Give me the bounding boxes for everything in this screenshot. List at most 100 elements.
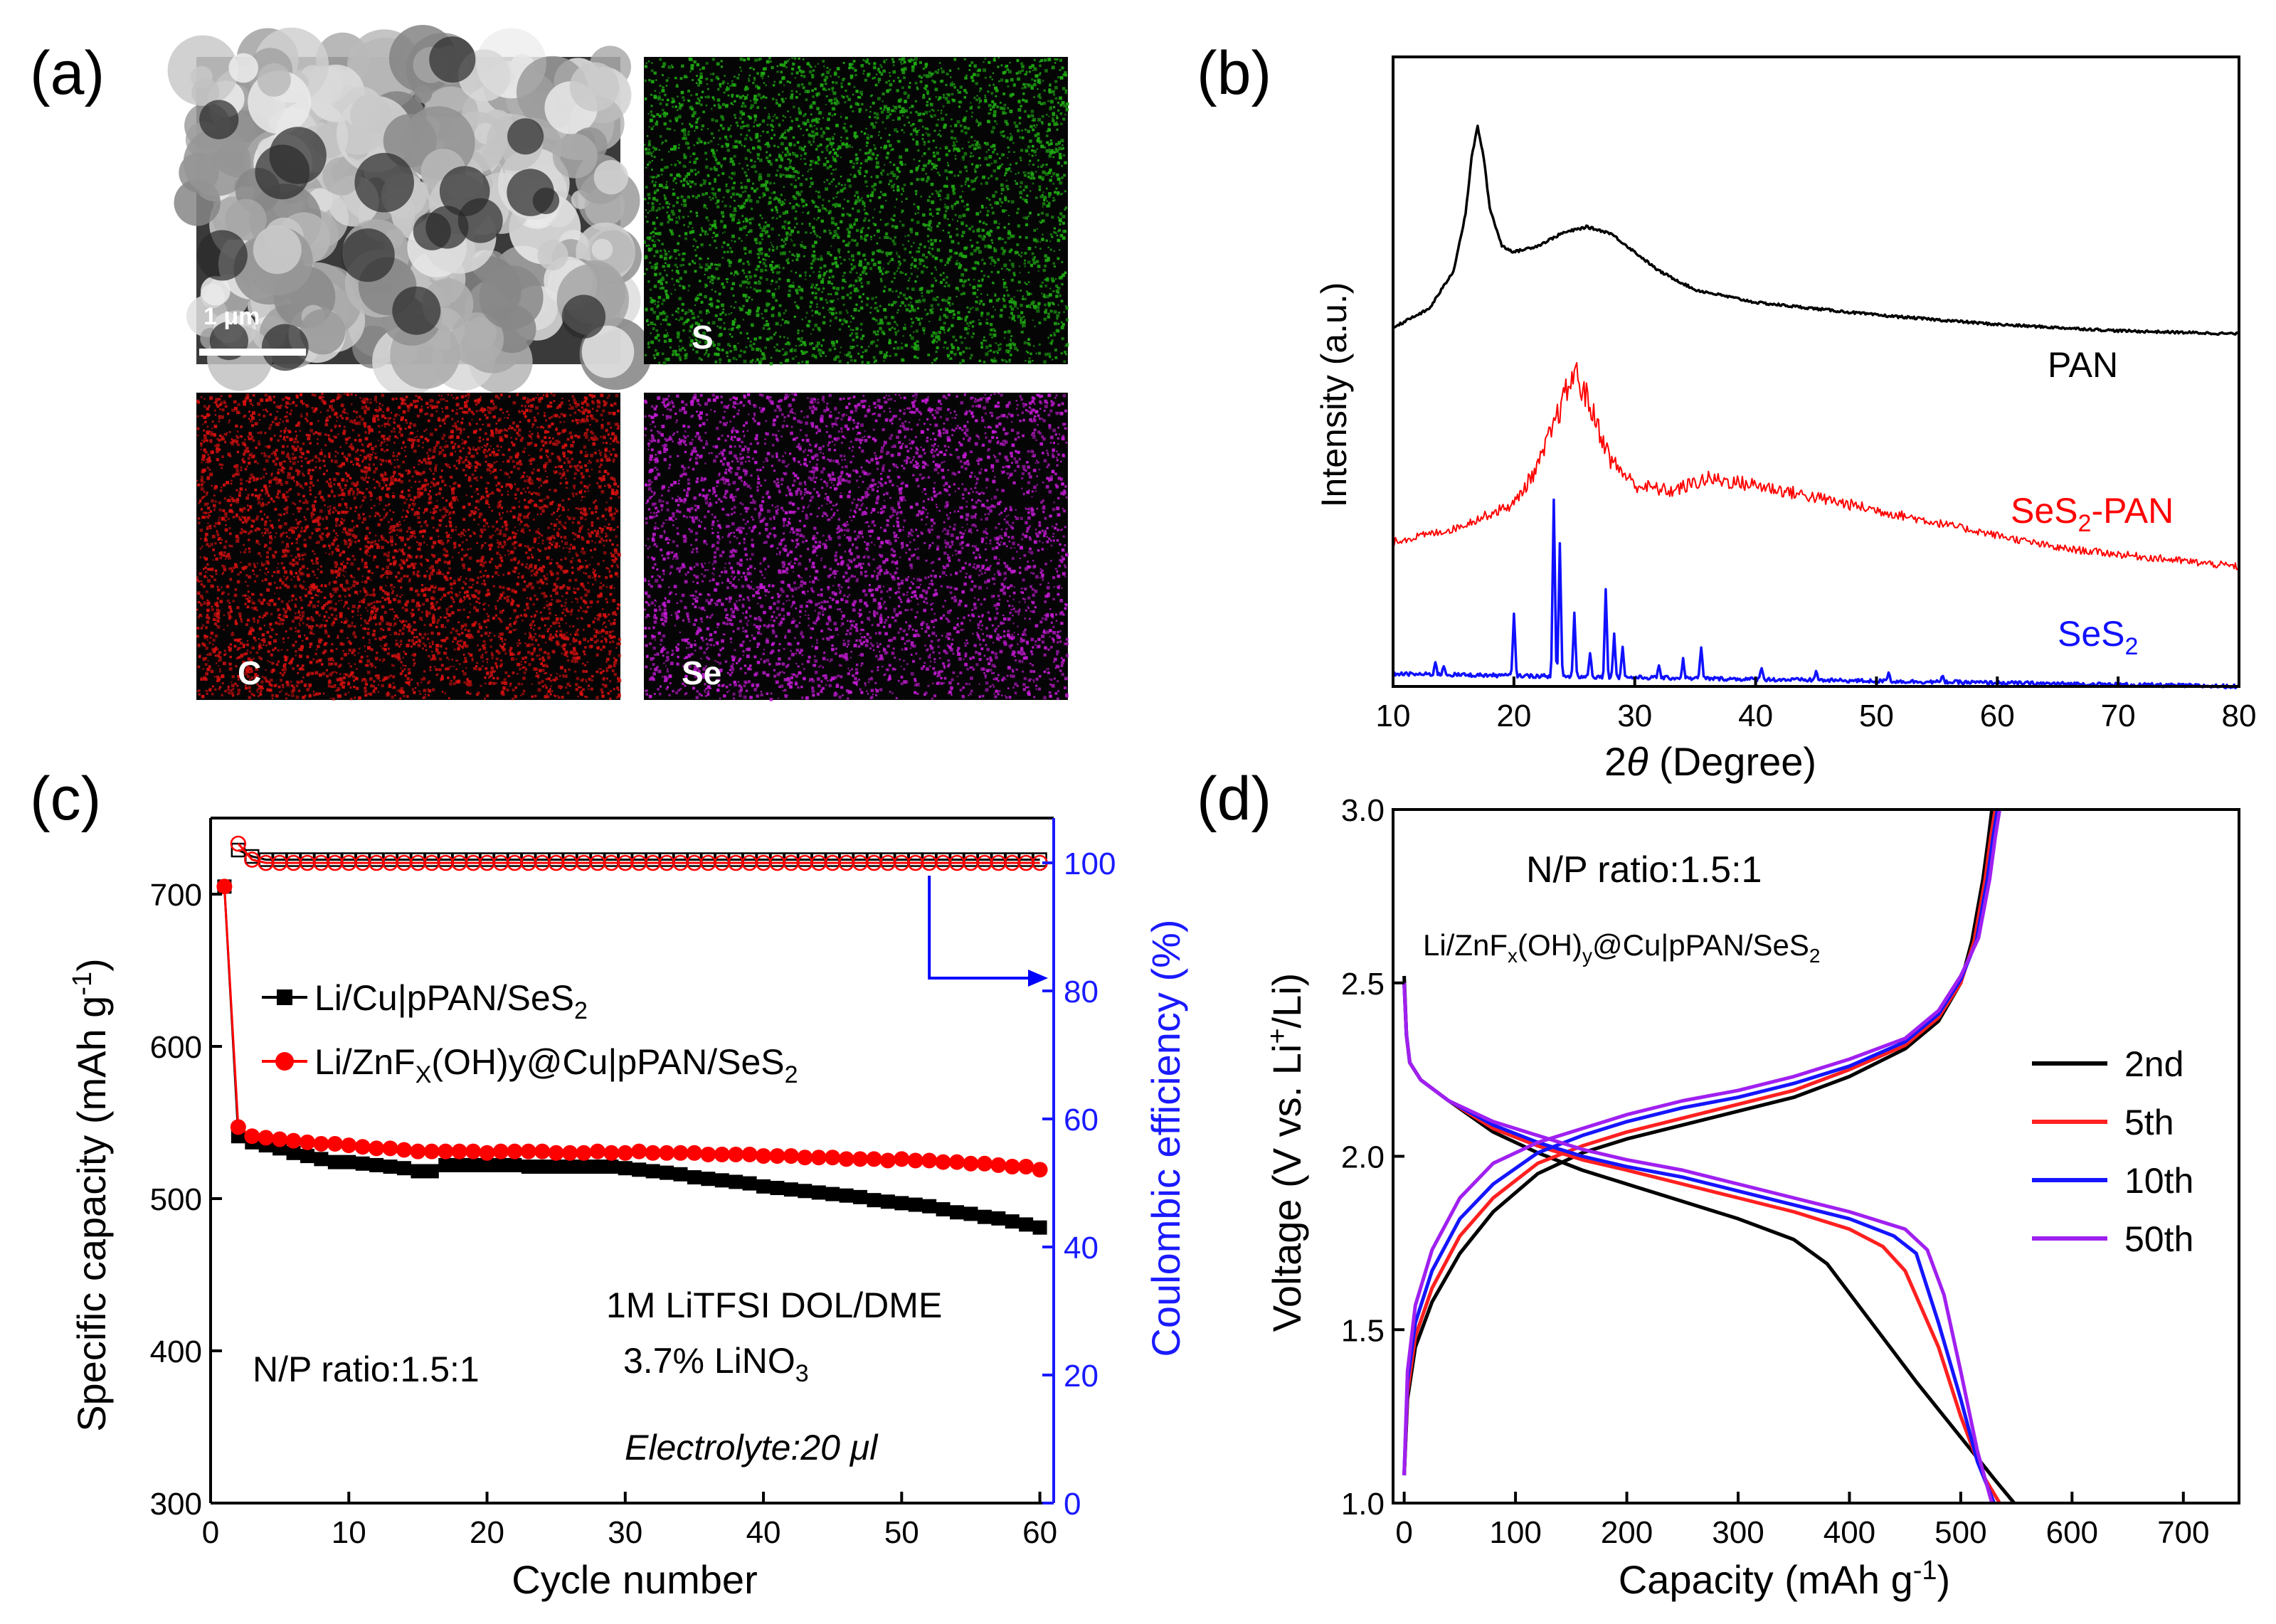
s-map-dot	[826, 270, 828, 272]
s-map-dot	[833, 72, 837, 76]
s-map-dot	[849, 174, 852, 176]
s-map-dot	[828, 152, 831, 154]
s-map-dot	[665, 184, 667, 186]
s-map-dot	[1037, 270, 1039, 272]
s-map-dot	[709, 198, 712, 201]
s-map-dot	[900, 63, 903, 65]
s-map-dot	[647, 60, 650, 63]
s-map-dot	[694, 121, 698, 124]
s-map-dot	[879, 181, 882, 184]
s-map-dot	[1064, 73, 1067, 77]
s-map-dot	[890, 258, 894, 261]
s-map-dot	[888, 328, 891, 331]
s-map-dot	[877, 78, 882, 81]
s-map-dot	[936, 164, 938, 167]
s-map-dot	[901, 187, 904, 191]
s-map-dot	[694, 298, 698, 302]
s-map-dot	[992, 144, 996, 148]
s-map-dot	[1001, 267, 1003, 270]
s-map-dot	[773, 144, 776, 147]
s-map-dot	[648, 236, 652, 239]
s-map-dot	[978, 322, 982, 326]
s-map-dot	[654, 90, 657, 92]
s-map-dot	[796, 141, 800, 144]
s-map-dot	[1025, 128, 1027, 131]
s-map-dot	[845, 89, 847, 92]
s-map-dot	[983, 275, 986, 277]
c-map-dot	[477, 691, 480, 695]
s-map-dot	[1004, 174, 1006, 176]
s-map-dot	[876, 116, 879, 120]
s-map-dot	[837, 227, 840, 230]
s-map-dot	[749, 344, 753, 348]
s-map-dot	[943, 322, 946, 325]
s-map-dot	[886, 139, 890, 143]
s-map-dot	[783, 354, 785, 356]
c-map-dot	[494, 570, 498, 575]
s-map-dot	[984, 95, 986, 97]
s-map-dot	[952, 188, 955, 191]
s-map-dot	[845, 320, 848, 324]
s-map-dot	[895, 177, 898, 180]
s-map-dot	[1029, 344, 1031, 346]
s-map-dot	[1021, 65, 1025, 68]
c-map-dot	[397, 657, 401, 662]
s-map-dot	[836, 100, 839, 102]
s-map-dot	[990, 230, 993, 233]
s-map-dot	[829, 319, 832, 322]
s-map-dot	[909, 296, 911, 299]
s-map-dot	[651, 202, 655, 205]
s-map-dot	[900, 68, 904, 72]
s-map-dot	[795, 203, 798, 206]
s-map-dot	[943, 331, 946, 334]
s-map-dot	[919, 322, 921, 324]
c-map-dot	[452, 600, 455, 603]
c-map-dot	[277, 660, 280, 663]
s-map-dot	[1005, 122, 1009, 126]
s-map-dot	[927, 223, 931, 227]
s-map-dot	[836, 154, 840, 157]
c-map-dot	[285, 427, 287, 430]
s-map-dot	[902, 63, 904, 65]
s-map-dot	[928, 159, 932, 164]
s-map-dot	[892, 80, 895, 83]
s-map-dot	[904, 100, 907, 104]
s-map-dot	[661, 302, 664, 305]
s-map-dot	[689, 123, 692, 126]
s-map-dot	[728, 264, 731, 267]
s-map-dot	[840, 116, 842, 118]
s-map-dot	[729, 205, 731, 208]
c-map-dot	[421, 611, 423, 613]
s-map-dot	[794, 226, 796, 228]
s-map-dot	[682, 253, 685, 255]
s-map-dot	[958, 100, 963, 104]
s-map-dot	[722, 285, 726, 289]
s-map-dot	[1053, 227, 1056, 230]
s-map-dot	[696, 345, 699, 348]
s-map-dot	[944, 97, 948, 100]
s-map-dot	[793, 315, 796, 318]
sem-pore	[413, 212, 451, 250]
c-map-dot	[450, 679, 452, 682]
s-map-dot	[781, 225, 785, 229]
c-map-dot	[430, 511, 432, 514]
s-map-dot	[1042, 206, 1044, 208]
s-map-dot	[757, 157, 760, 160]
s-map-dot	[719, 83, 721, 86]
s-map-dot	[996, 105, 1000, 109]
s-map-dot	[915, 61, 917, 63]
c-map-dot	[206, 502, 209, 505]
s-map-dot	[916, 133, 919, 136]
s-map-dot	[843, 186, 847, 190]
s-map-dot	[762, 192, 766, 196]
s-map-dot	[1034, 79, 1037, 83]
s-map-dot	[976, 176, 978, 179]
s-map-dot	[810, 266, 813, 270]
s-map-dot	[904, 164, 906, 166]
c-map-dot	[492, 450, 495, 454]
s-map-dot	[771, 129, 773, 132]
s-map-dot	[953, 174, 956, 177]
s-map-dot	[803, 158, 806, 160]
s-map-dot	[986, 322, 989, 325]
s-map-dot	[1049, 83, 1052, 85]
